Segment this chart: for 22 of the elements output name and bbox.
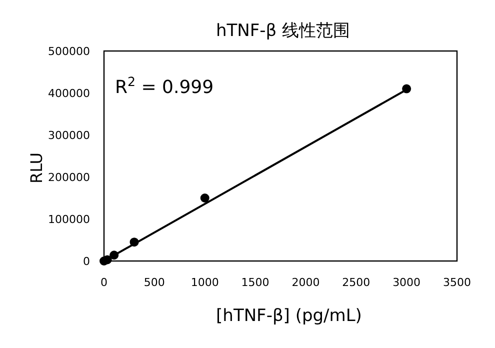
y-tick-label: 400000 bbox=[48, 87, 90, 100]
y-tick-label: 0 bbox=[83, 255, 90, 268]
point bbox=[402, 84, 412, 94]
x-tick-label: 0 bbox=[100, 276, 108, 289]
y-tick-label: 500000 bbox=[48, 45, 90, 58]
point bbox=[200, 194, 210, 202]
chart-title: hTNF-β 线性范围 bbox=[216, 21, 350, 41]
y-tick-label: 100000 bbox=[48, 213, 90, 226]
point bbox=[110, 250, 119, 260]
x-tick-label: 1000 bbox=[190, 276, 219, 289]
point bbox=[130, 238, 139, 247]
y-axis-title: RLU bbox=[27, 152, 46, 184]
x-axis-title: [hTNF-β] (pg/mL) bbox=[216, 306, 362, 326]
y-tick-label: 200000 bbox=[48, 171, 90, 184]
annotation: R$^{2}$ = 0.999 bbox=[115, 74, 214, 98]
y-tick-label: 300000 bbox=[48, 129, 90, 142]
x-tick-label: 3500 bbox=[443, 276, 471, 289]
x-tick-label: 2500 bbox=[342, 276, 370, 289]
x-tick-label: 1500 bbox=[241, 276, 270, 289]
x-tick-label: 2000 bbox=[292, 276, 320, 289]
x-tick-label: 3000 bbox=[392, 276, 421, 289]
x-tick-label: 500 bbox=[144, 276, 165, 289]
